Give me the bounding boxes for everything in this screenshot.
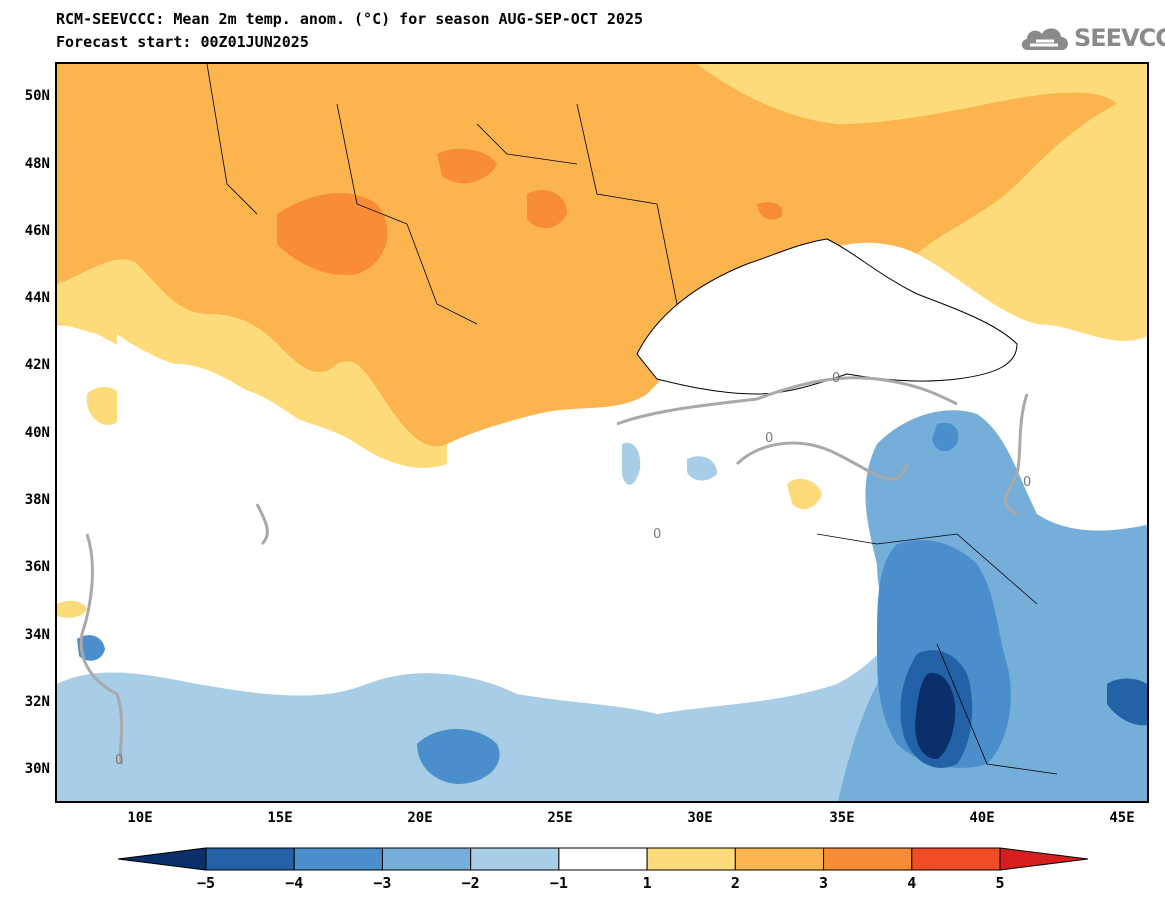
lat-label-46n: 46N xyxy=(24,223,50,239)
logo-text: SEEVCCC xyxy=(1074,24,1165,52)
colorbar-tick-label: −5 xyxy=(196,874,216,892)
mediterranean-sea xyxy=(117,334,877,717)
cool-region-5 xyxy=(915,673,956,759)
border-lines xyxy=(206,64,1058,775)
contour-label-3: 0 xyxy=(1023,475,1031,490)
zero-contour-1 xyxy=(616,376,958,481)
lon-label-45e: 45E xyxy=(1109,810,1135,826)
lon-label-15e: 15E xyxy=(267,810,293,826)
cool-region-8 xyxy=(77,635,105,661)
contour-label-2: 0 xyxy=(765,431,773,446)
warm-region-5 xyxy=(57,600,87,618)
warm-region-4 xyxy=(86,387,124,425)
colorbar-tick-label: −2 xyxy=(461,874,480,892)
colorbar-tick-label: −3 xyxy=(373,874,392,892)
lon-label-40e: 40E xyxy=(969,810,995,826)
cool-region-9 xyxy=(1107,678,1147,726)
zero-contour-3 xyxy=(1004,393,1029,516)
title-line-1: RCM-SEEVCCC: Mean 2m temp. anom. (°C) fo… xyxy=(56,10,643,28)
colorbar-tick-label: 3 xyxy=(819,874,829,892)
hot-core-3 xyxy=(527,190,567,229)
colorbar-box xyxy=(381,847,472,871)
hot-core-1 xyxy=(277,193,388,275)
colorbar-tick-label: 1 xyxy=(642,874,652,892)
lon-label-25e: 25E xyxy=(547,810,573,826)
colorbar-tick-label: −4 xyxy=(285,874,304,892)
colorbar-tick-label: 4 xyxy=(907,874,917,892)
title-line-2: Forecast start: 00Z01JUN2025 xyxy=(56,33,309,51)
colorbar-box xyxy=(823,847,913,871)
zero-contour-2 xyxy=(79,533,124,765)
colorbar-arrow-low xyxy=(117,847,207,871)
colorbar-box xyxy=(734,847,825,871)
warm-region-3 xyxy=(57,259,447,468)
lon-label-35e: 35E xyxy=(829,810,855,826)
warm-region-2 xyxy=(697,64,1147,341)
contour-label-5: 0 xyxy=(115,753,123,768)
cool-region-10 xyxy=(622,442,641,485)
contour-label-4: 0 xyxy=(653,527,661,542)
colorbar xyxy=(117,847,1089,871)
colorbar-box xyxy=(558,847,648,871)
lat-label-48n: 48N xyxy=(24,156,50,172)
lat-label-40n: 40N xyxy=(24,425,50,441)
colorbar-svg xyxy=(117,847,1089,871)
lat-label-44n: 44N xyxy=(24,290,50,306)
colorbar-box xyxy=(293,847,383,871)
colorbar-box xyxy=(470,847,560,871)
zero-contour-4 xyxy=(255,503,269,546)
lat-label-32n: 32N xyxy=(24,694,50,710)
warm-region-6 xyxy=(787,478,822,510)
lon-label-30e: 30E xyxy=(687,810,713,826)
lat-label-38n: 38N xyxy=(24,492,50,508)
warm-region-1 xyxy=(57,64,1147,447)
lat-label-30n: 30N xyxy=(24,761,50,777)
colorbar-box xyxy=(205,847,295,871)
hot-core-2 xyxy=(437,148,497,184)
cool-region-6 xyxy=(417,729,500,784)
colorbar-tick-label: 5 xyxy=(995,874,1005,892)
cool-region-7 xyxy=(932,422,959,452)
colorbar-tick-label: −1 xyxy=(549,874,568,892)
lat-label-36n: 36N xyxy=(24,559,50,575)
colorbar-box xyxy=(911,847,1001,871)
anomaly-map: 0 0 0 0 0 xyxy=(57,64,1147,801)
contour-label-1: 0 xyxy=(832,371,840,386)
colorbar-box xyxy=(646,847,736,871)
seevccc-logo: SEEVCCC xyxy=(1018,20,1165,58)
map-panel: 0 0 0 0 0 xyxy=(55,62,1149,803)
lat-label-50n: 50N xyxy=(24,88,50,104)
cloud-icon xyxy=(1021,28,1068,50)
colorbar-arrow-high xyxy=(999,847,1089,871)
colorbar-tick-label: 2 xyxy=(730,874,740,892)
lon-label-10e: 10E xyxy=(127,810,153,826)
lat-label-34n: 34N xyxy=(24,627,50,643)
hot-core-4 xyxy=(757,202,783,220)
cool-region-11 xyxy=(687,456,717,481)
lat-label-42n: 42N xyxy=(24,357,50,373)
lon-label-20e: 20E xyxy=(407,810,433,826)
